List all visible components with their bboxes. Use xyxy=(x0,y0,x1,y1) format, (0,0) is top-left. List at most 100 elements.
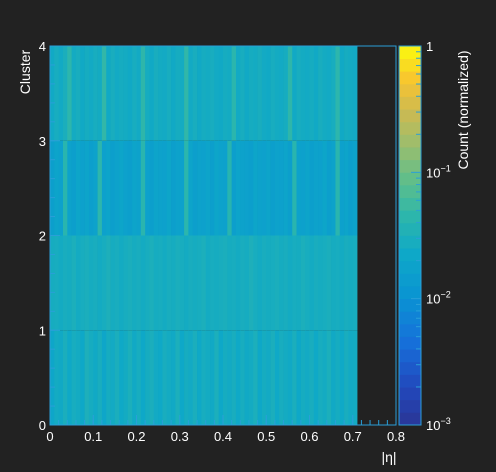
heatmap-cell xyxy=(93,330,98,425)
colorbar-swatch xyxy=(399,96,421,110)
heatmap-cell xyxy=(231,330,237,425)
heatmap-cell xyxy=(166,330,172,425)
colorbar-tick-label: 10−1 xyxy=(426,163,451,180)
colorbar-swatch xyxy=(399,260,421,274)
heatmap-cell xyxy=(231,140,237,236)
heatmap-cell xyxy=(171,330,176,425)
x-axis-label: |η| xyxy=(381,449,396,465)
colorbar-tick-label: 10−2 xyxy=(426,290,451,307)
heatmap-cell xyxy=(171,140,176,236)
heatmap-cell xyxy=(50,330,55,425)
heatmap-cell xyxy=(344,140,349,236)
heatmap-cell xyxy=(331,46,336,141)
heatmap-cell xyxy=(192,140,198,236)
heatmap-cell xyxy=(331,140,336,236)
heatmap-cell xyxy=(218,46,224,141)
heatmap-cell xyxy=(158,235,163,331)
heatmap-cell xyxy=(71,140,77,236)
heatmap-cell xyxy=(227,235,232,331)
y-tick-label: 0 xyxy=(39,418,46,433)
x-tick-label: 0.8 xyxy=(387,429,405,444)
heatmap-cell xyxy=(162,46,168,141)
heatmap-cell xyxy=(326,46,332,141)
x-tick-label: 0.1 xyxy=(84,429,102,444)
heatmap-cell xyxy=(305,235,310,331)
heatmap-cell xyxy=(300,235,306,331)
heatmap-cell xyxy=(50,46,55,141)
heatmap-cell xyxy=(287,235,293,331)
heatmap-cell xyxy=(331,235,336,331)
heatmap-cell xyxy=(253,235,258,331)
heatmap-cell xyxy=(192,235,198,331)
heatmap-cell xyxy=(218,330,224,425)
colorbar-frame xyxy=(398,45,422,426)
heatmap-cell xyxy=(175,330,181,425)
heatmap-cell xyxy=(248,140,254,236)
heatmap-cell xyxy=(119,140,124,236)
heatmap-cell xyxy=(214,330,220,425)
heatmap-cell xyxy=(54,140,59,236)
colorbar-swatch xyxy=(399,311,421,325)
heatmap-cell xyxy=(218,235,224,331)
heatmap-cell xyxy=(62,235,68,331)
heatmap-cell xyxy=(140,330,146,425)
heatmap-cell xyxy=(179,46,185,141)
colorbar-swatch xyxy=(399,134,421,148)
heatmap-cell xyxy=(339,235,345,331)
heatmap-cell xyxy=(84,46,90,141)
heatmap-cell xyxy=(287,140,293,236)
heatmap-cell xyxy=(331,330,336,425)
heatmap-cell xyxy=(326,235,332,331)
heatmap-cell xyxy=(279,140,284,236)
heatmap-cell xyxy=(322,46,328,141)
heatmap-cell xyxy=(106,46,111,141)
colorbar-swatch xyxy=(399,248,421,262)
heatmap-cell xyxy=(270,330,276,425)
colorbar-swatch xyxy=(399,412,421,426)
heatmap-cell xyxy=(153,235,159,331)
heatmap-cell xyxy=(188,330,194,425)
heatmap-cell xyxy=(127,330,133,425)
heatmap-cell xyxy=(110,140,116,236)
heatmap-cell xyxy=(88,140,94,236)
heatmap-cell xyxy=(296,235,302,331)
heatmap-cell xyxy=(257,46,263,141)
heatmap-cell xyxy=(67,330,72,425)
colorbar-swatch xyxy=(399,58,421,72)
heatmap-cell xyxy=(270,46,276,141)
heatmap-cell xyxy=(110,235,116,331)
heatmap-cell xyxy=(93,140,98,236)
heatmap-cell xyxy=(287,330,293,425)
heatmap-cell xyxy=(210,46,215,141)
heatmap-cell xyxy=(88,46,94,141)
colorbar-swatch xyxy=(399,286,421,300)
heatmap-cell xyxy=(205,140,211,236)
colorbar-swatch xyxy=(399,336,421,350)
heatmap-cell xyxy=(153,330,159,425)
heatmap-cell xyxy=(309,46,315,141)
heatmap-cell xyxy=(162,235,168,331)
colorbar-swatch xyxy=(399,83,421,97)
heatmap-cell xyxy=(67,46,72,141)
heatmap-cell xyxy=(274,140,280,236)
heatmap-cell xyxy=(318,235,323,331)
heatmap-cell xyxy=(274,46,280,141)
heatmap-cell xyxy=(214,140,220,236)
heatmap-cell xyxy=(171,46,176,141)
heatmap-cell xyxy=(223,140,228,236)
heatmap-cell xyxy=(266,330,271,425)
colorbar-label: Count (normalized) xyxy=(455,50,471,169)
heatmap-cell xyxy=(261,140,267,236)
heatmap-cell xyxy=(127,46,133,141)
heatmap-cell xyxy=(296,140,302,236)
colorbar-swatch xyxy=(399,159,421,173)
colorbar-swatch xyxy=(399,71,421,85)
heatmap-cell xyxy=(257,235,263,331)
heatmap-cell xyxy=(179,140,185,236)
heatmap-cell xyxy=(261,330,267,425)
heatmap-cell xyxy=(210,235,215,331)
x-tick-label: 0.3 xyxy=(171,429,189,444)
heatmap-cell xyxy=(158,330,163,425)
colorbar-swatch xyxy=(399,323,421,337)
heatmap-cell xyxy=(300,140,306,236)
